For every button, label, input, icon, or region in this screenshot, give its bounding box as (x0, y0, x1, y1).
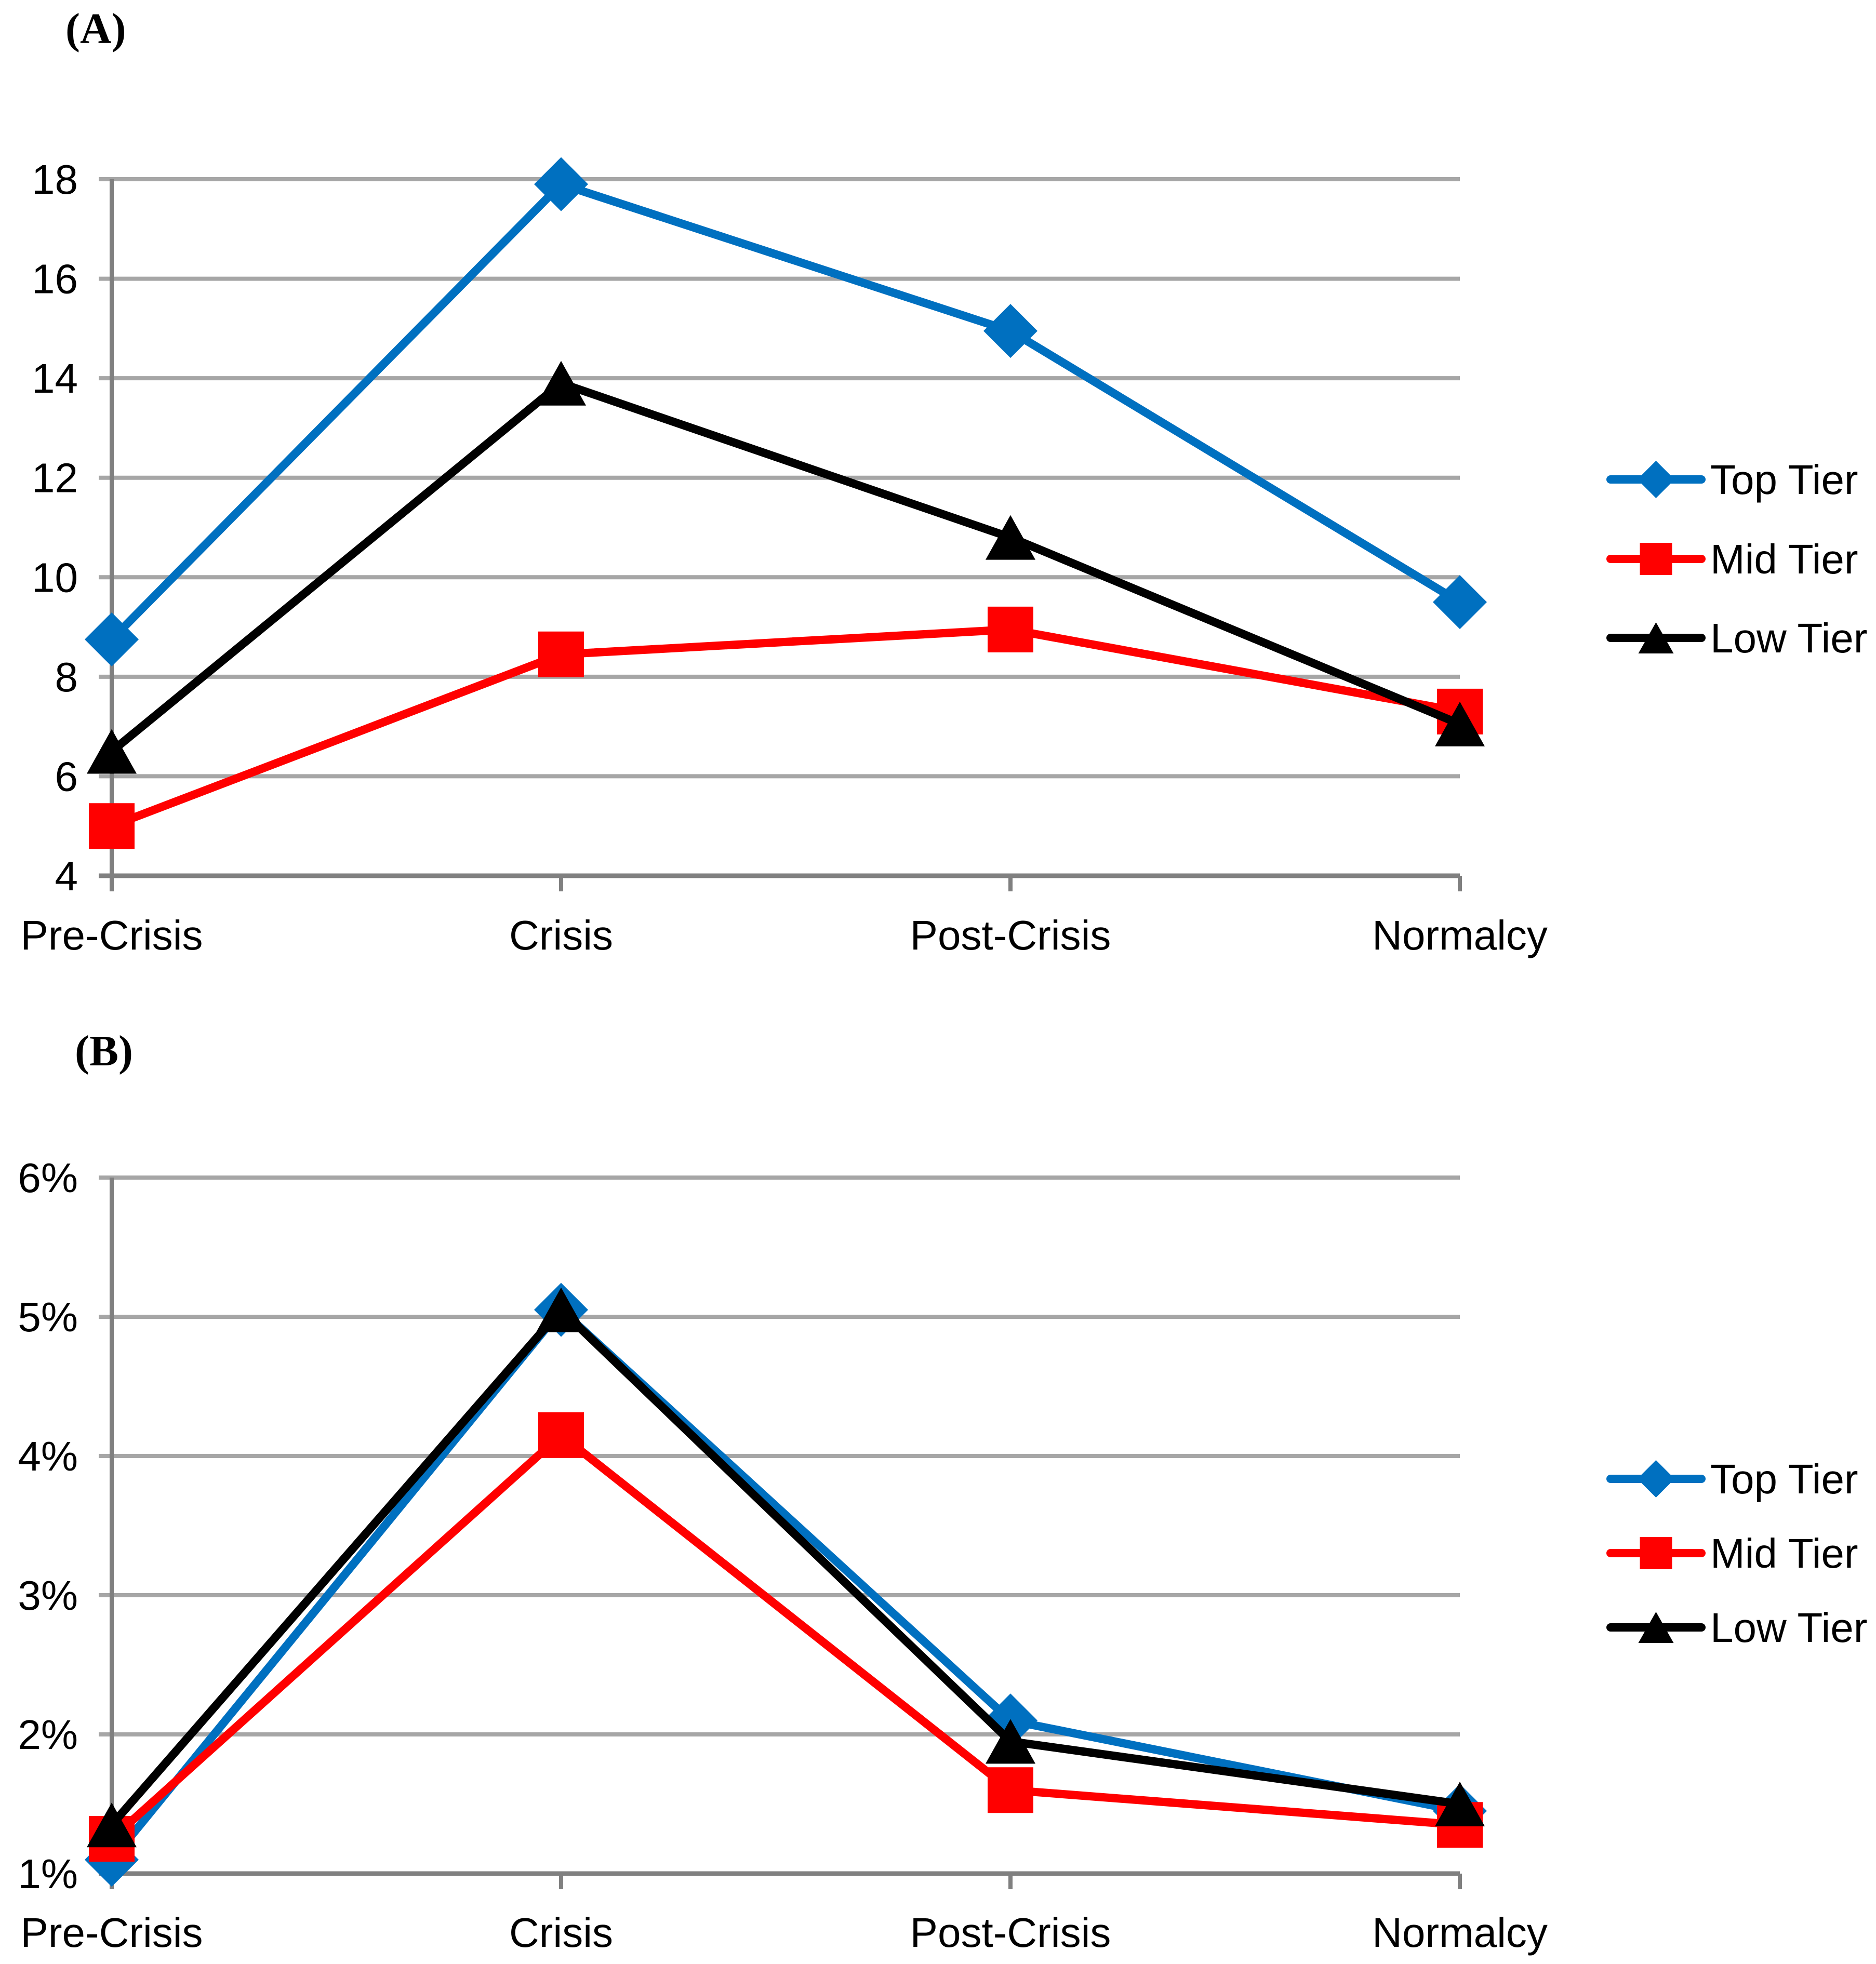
y-tick-label: 10 (32, 554, 78, 600)
legend-label: Mid Tier (1710, 1530, 1858, 1576)
y-tick-label: 2% (18, 1712, 78, 1758)
legend-square-icon (1640, 1537, 1672, 1569)
series-marker-diamond-icon-top-tier (534, 157, 588, 211)
legend-label: Low Tier (1710, 1605, 1867, 1651)
chart-panel-b: 1% 2% 3% 4% 5% 6% Pre-Crisis Crisis Post-Crisis N… (18, 1155, 1867, 1956)
x-category-label: Normalcy (1372, 912, 1548, 958)
series-marker-triangle-icon-low-tier (87, 1802, 137, 1848)
x-category-label: Post-Crisis (910, 1909, 1111, 1956)
series-marker-triangle-icon-low-tier (1435, 1782, 1485, 1826)
chart-panel-a: 4 6 8 10 12 14 16 18 Pre-Crisis Crisis Post-Crisis… (20, 156, 1867, 958)
legend-diamond-icon (1637, 461, 1675, 498)
panel-label-b: (B) (75, 1027, 133, 1075)
y-tick-label: 14 (32, 355, 78, 402)
legend-diamond-icon (1637, 1460, 1675, 1498)
series-marker-diamond-icon-top-tier (1433, 575, 1487, 630)
y-tick-label: 18 (32, 156, 78, 203)
series-marker-square-icon-mid-tier (538, 1412, 584, 1458)
legend-label: Top Tier (1710, 457, 1858, 503)
y-tick-label: 16 (32, 256, 78, 302)
series-marker-triangle-icon-low-tier (536, 1287, 586, 1332)
series-marker-triangle-icon-low-tier (986, 515, 1035, 560)
legend-item-mid-tier: Mid Tier (1606, 536, 1858, 582)
y-tick-label: 6 (55, 753, 78, 799)
series-line-low-tier (109, 378, 1462, 755)
series-line-top-tier (109, 179, 1462, 643)
y-tick-label: 8 (55, 654, 78, 700)
series-line-low-tier (108, 1304, 1461, 1828)
series-marker-square-icon-mid-tier (988, 1767, 1033, 1813)
series-line-mid-tier (109, 1429, 1460, 1842)
series-marker-diamond-icon-top-tier (983, 304, 1037, 358)
x-category-label: Post-Crisis (910, 912, 1111, 958)
legend-triangle-icon (1638, 622, 1674, 653)
series-marker-triangle-icon-low-tier (1435, 701, 1485, 746)
legend-label: Mid Tier (1710, 536, 1858, 582)
series-line-top-tier (108, 1303, 1461, 1863)
series-marker-triangle-icon-low-tier (87, 729, 137, 774)
series-marker-square-icon-mid-tier (89, 803, 135, 849)
series-marker-square-icon-mid-tier (988, 606, 1033, 652)
series-marker-triangle-icon-low-tier (986, 1719, 1035, 1764)
legend-square-icon (1640, 543, 1672, 575)
series-marker-diamond-icon-top-tier (85, 612, 139, 667)
y-tick-label: 12 (32, 455, 78, 501)
panel-label-a: (A) (65, 5, 126, 53)
y-tick-label: 4 (55, 853, 78, 899)
x-category-label: Pre-Crisis (20, 1909, 203, 1956)
legend-item-top-tier: Top Tier (1606, 457, 1858, 503)
y-tick-label: 5% (18, 1294, 78, 1340)
legend-label: Top Tier (1710, 1456, 1858, 1502)
legend-item-low-tier: Low Tier (1606, 615, 1867, 661)
legend-triangle-icon (1638, 1612, 1674, 1643)
x-category-label: Crisis (509, 1909, 613, 1956)
legend-label: Low Tier (1710, 615, 1867, 661)
y-tick-label: 1% (18, 1851, 78, 1897)
legend-item-mid-tier: Mid Tier (1606, 1530, 1858, 1576)
y-tick-label: 4% (18, 1433, 78, 1479)
x-category-label: Crisis (509, 912, 613, 958)
series-marker-square-icon-mid-tier (538, 631, 584, 677)
series-marker-triangle-icon-low-tier (536, 360, 586, 406)
y-tick-label: 3% (18, 1572, 78, 1619)
y-tick-label: 6% (18, 1155, 78, 1201)
legend-item-top-tier: Top Tier (1606, 1456, 1858, 1502)
series-line-mid-tier (110, 625, 1461, 830)
x-category-label: Pre-Crisis (20, 912, 203, 958)
x-category-label: Normalcy (1372, 1909, 1548, 1956)
legend-item-low-tier: Low Tier (1606, 1605, 1867, 1651)
